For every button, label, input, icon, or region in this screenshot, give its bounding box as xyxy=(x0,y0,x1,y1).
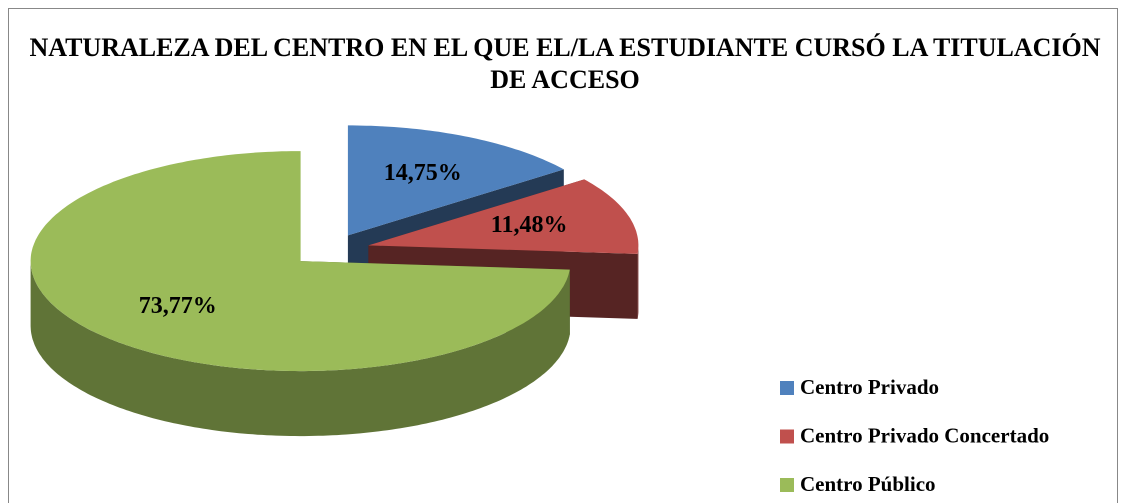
legend-swatch xyxy=(780,478,794,492)
slice xyxy=(347,125,564,236)
chart-border xyxy=(8,8,1118,503)
slice-wall xyxy=(637,245,639,319)
legend-label: Centro Privado Concertado xyxy=(800,423,1049,447)
data-label: 11,48% xyxy=(491,212,568,238)
legend-swatch xyxy=(780,429,794,444)
data-label: 14,75% xyxy=(384,160,462,186)
data-label: 73,77% xyxy=(139,293,217,319)
slice-wall xyxy=(30,261,570,437)
legend-label: Centro Público xyxy=(800,472,936,496)
slice xyxy=(30,151,570,372)
chart-title: NATURALEZA DEL CENTRO EN EL QUE EL/LA ES… xyxy=(29,33,1101,94)
legend-swatch xyxy=(780,381,794,395)
slice xyxy=(368,179,639,254)
legend-label: Centro Privado xyxy=(800,375,939,399)
